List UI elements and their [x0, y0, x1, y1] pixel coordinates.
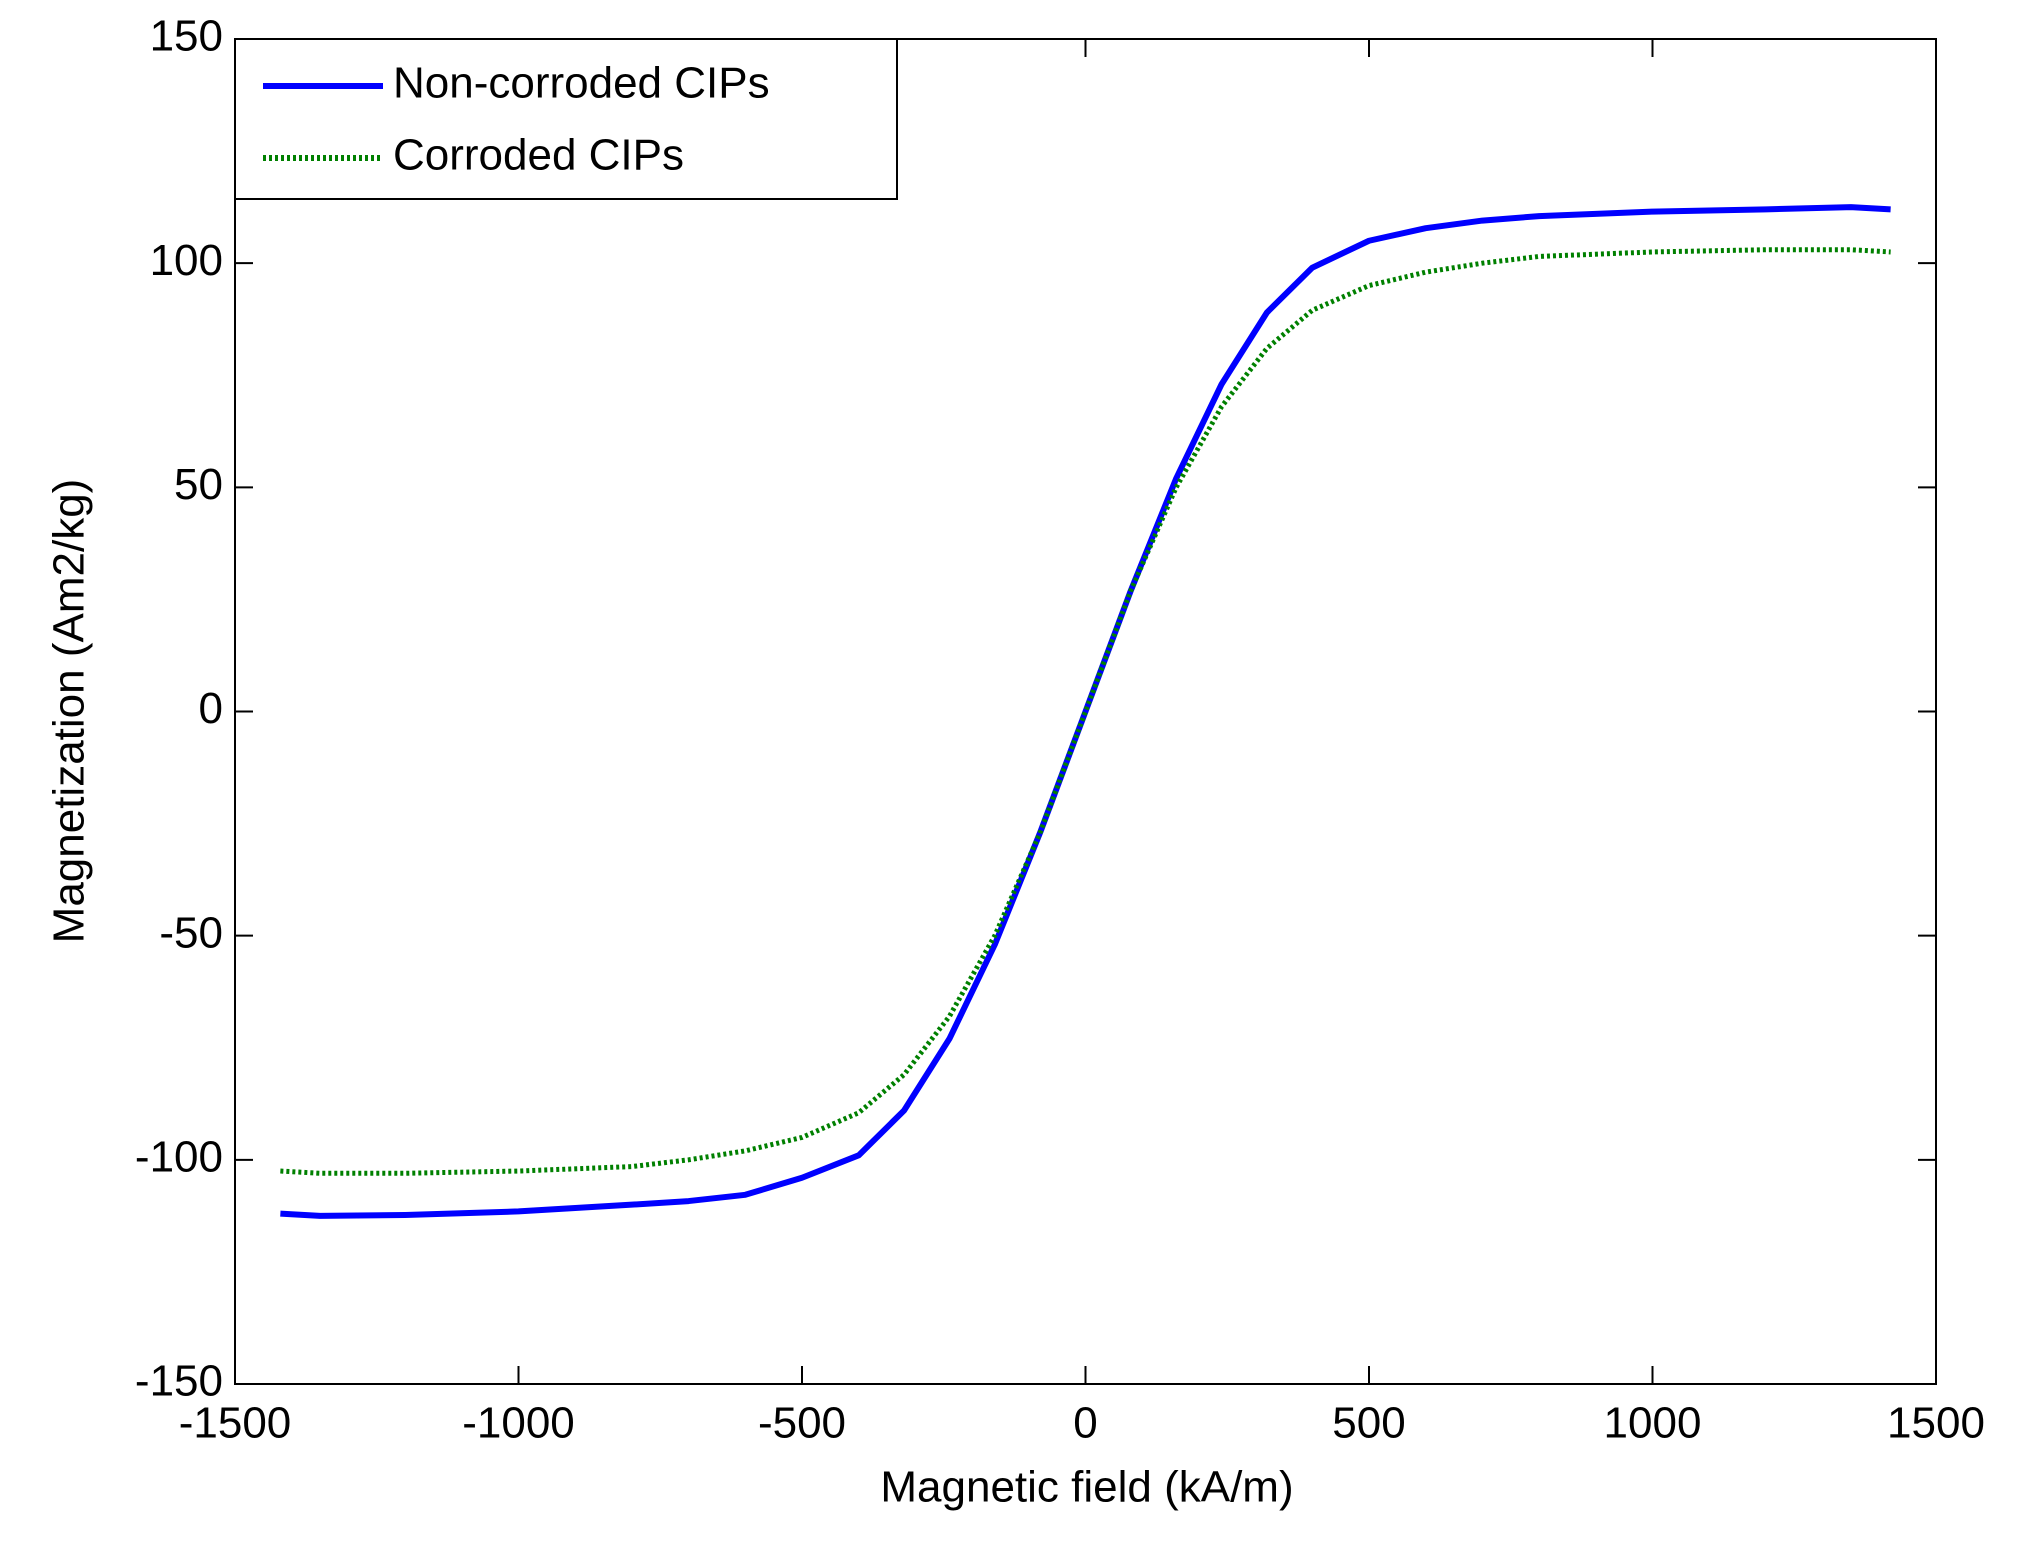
x-tick-label: -500 — [758, 1399, 846, 1448]
y-axis-label: Magnetization (Am2/kg) — [45, 479, 94, 944]
y-tick-label: 150 — [150, 12, 223, 61]
x-tick-label: 0 — [1073, 1399, 1097, 1448]
data-line — [280, 204, 1891, 1219]
x-tick-label: -1000 — [462, 1399, 575, 1448]
y-tick-label: 100 — [150, 236, 223, 285]
y-tick-label: -150 — [135, 1357, 223, 1406]
x-tick-label: 1500 — [1887, 1399, 1985, 1448]
x-axis-label: Magnetic field (kA/m) — [880, 1463, 1293, 1512]
y-tick-label: -50 — [159, 908, 223, 957]
x-tick-label: -1500 — [179, 1399, 292, 1448]
legend-box — [234, 38, 898, 200]
y-tick-label: -100 — [135, 1132, 223, 1181]
y-tick-label: 0 — [199, 684, 223, 733]
x-tick-label: 500 — [1332, 1399, 1405, 1448]
y-tick-label: 50 — [174, 460, 223, 509]
x-tick-label: 1000 — [1604, 1399, 1702, 1448]
legend-label: Corroded CIPs — [393, 131, 684, 180]
legend-label: Non-corroded CIPs — [393, 59, 770, 108]
